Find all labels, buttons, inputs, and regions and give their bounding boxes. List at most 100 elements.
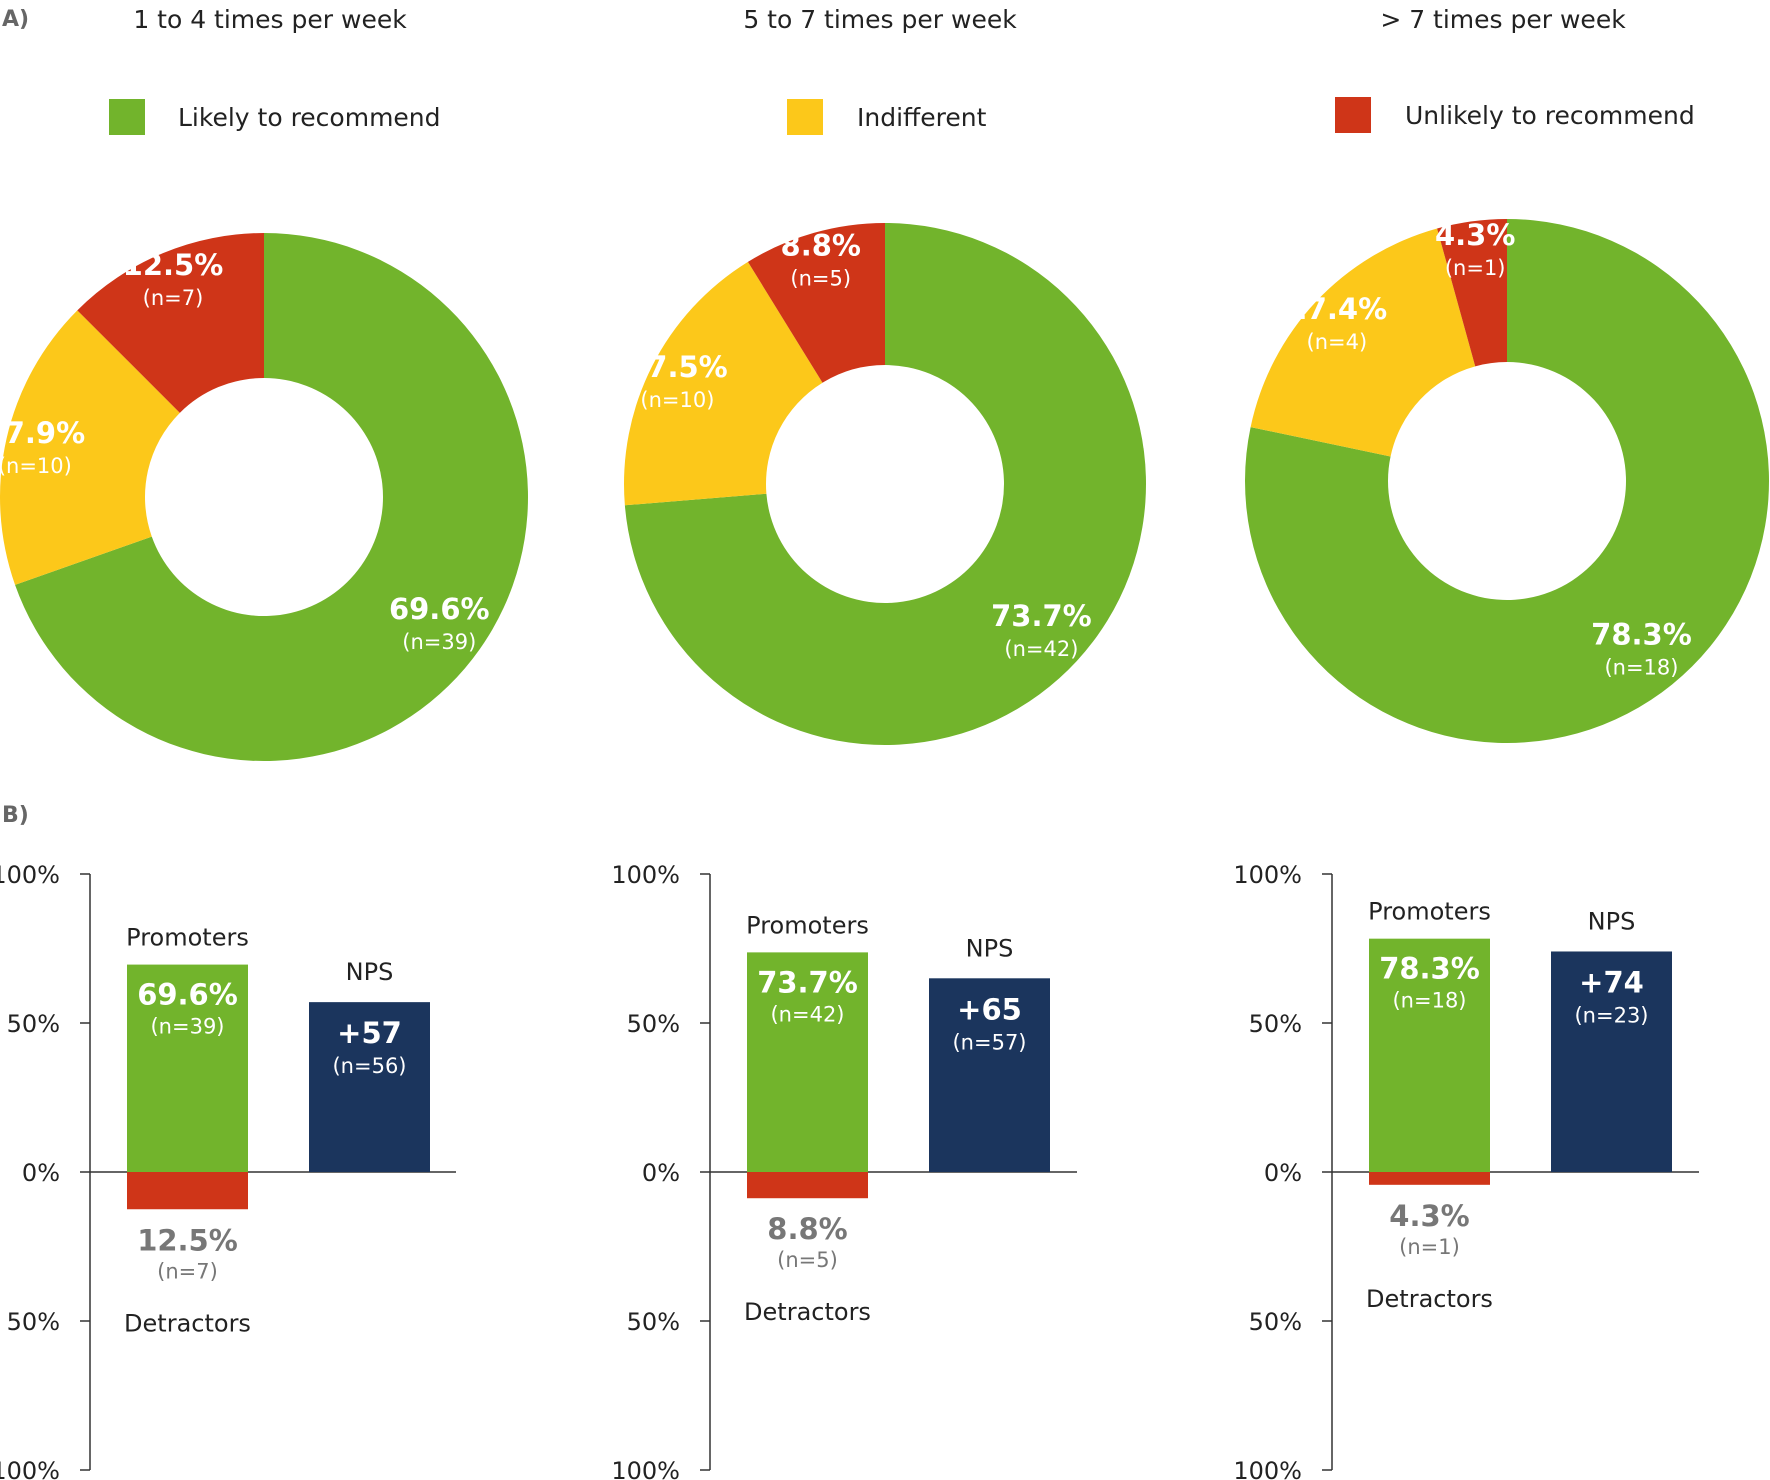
promoters-value-label: 73.7% bbox=[757, 965, 858, 999]
nps-bar bbox=[309, 1002, 430, 1172]
promoters-label: Promoters bbox=[746, 911, 869, 939]
panel-label-a: A) bbox=[2, 7, 29, 32]
nps-label: NPS bbox=[966, 934, 1014, 962]
promoters-n-label: (n=39) bbox=[150, 1015, 224, 1039]
nps-n-label: (n=23) bbox=[1574, 1003, 1648, 1027]
legend-label: Likely to recommend bbox=[178, 103, 441, 132]
donut-slice-likely bbox=[15, 233, 529, 761]
legend-label: Unlikely to recommend bbox=[1405, 101, 1695, 130]
y-tick-label: 100% bbox=[1233, 861, 1302, 889]
donut-n-label: (n=42) bbox=[1004, 637, 1078, 661]
legend-swatch bbox=[109, 99, 145, 135]
y-tick-label: 100% bbox=[0, 1457, 60, 1480]
nps-value-label: +74 bbox=[1579, 965, 1644, 999]
detractors-value-label: 8.8% bbox=[767, 1212, 847, 1246]
donut-n-label: (n=10) bbox=[640, 388, 714, 412]
bar-chart-1: 100% 50% 0% 50% 100% Promoters 69.6% (n=39) 12.5… bbox=[0, 861, 456, 1480]
legend-item-likely: Likely to recommend bbox=[109, 99, 441, 135]
donut-slice-likely bbox=[624, 223, 1146, 746]
detractors-bar bbox=[747, 1172, 868, 1199]
donut-value-label: 73.7% bbox=[991, 599, 1092, 633]
donut-title: 5 to 7 times per week bbox=[743, 5, 1017, 34]
detractors-value-label: 12.5% bbox=[137, 1223, 238, 1257]
legend-item-unlikely: Unlikely to recommend bbox=[1335, 97, 1695, 133]
donut-chart-2: 5 to 7 times per week 73.7% (n=42) 17.5% (n=… bbox=[624, 5, 1146, 746]
bar-chart-3: 100% 50% 0% 50% 100% Promoters 78.3% (n=18) 4.3%… bbox=[1233, 861, 1699, 1480]
donut-title: > 7 times per week bbox=[1380, 5, 1626, 34]
promoters-value-label: 78.3% bbox=[1379, 952, 1480, 986]
donut-slice-indifferent bbox=[624, 261, 823, 506]
y-tick-label: 50% bbox=[1249, 1010, 1302, 1038]
donut-value-label: 17.4% bbox=[1287, 292, 1388, 326]
legend-swatch bbox=[787, 99, 823, 135]
donut-n-label: (n=18) bbox=[1604, 656, 1678, 680]
legend-swatch bbox=[1335, 97, 1371, 133]
panel-label-b: B) bbox=[2, 803, 29, 828]
nps-value-label: +57 bbox=[337, 1016, 402, 1050]
donut-value-label: 12.5% bbox=[123, 248, 224, 282]
detractors-label: Detractors bbox=[124, 1309, 251, 1337]
donut-title: 1 to 4 times per week bbox=[133, 5, 407, 34]
y-tick-label: 50% bbox=[627, 1308, 680, 1336]
nps-n-label: (n=57) bbox=[952, 1030, 1026, 1054]
detractors-n-label: (n=7) bbox=[157, 1259, 218, 1283]
y-tick-label: 0% bbox=[642, 1159, 680, 1187]
detractors-label: Detractors bbox=[744, 1298, 871, 1326]
donut-n-label: (n=39) bbox=[402, 630, 476, 654]
promoters-value-label: 69.6% bbox=[137, 978, 238, 1012]
donut-slice-likely bbox=[1245, 219, 1769, 743]
donut-slice-unlikely bbox=[1437, 219, 1507, 367]
bar-charts: 100% 50% 0% 50% 100% Promoters 69.6% (n=39) 12.5… bbox=[0, 861, 1699, 1480]
legend: Likely to recommend Indifferent Unlikely t… bbox=[109, 97, 1695, 135]
y-tick-label: 50% bbox=[7, 1010, 60, 1038]
donut-slice-indifferent bbox=[0, 310, 180, 585]
y-tick-label: 0% bbox=[1264, 1159, 1302, 1187]
y-tick-label: 100% bbox=[0, 861, 60, 889]
y-tick-label: 100% bbox=[611, 861, 680, 889]
nps-bar bbox=[929, 978, 1050, 1172]
donut-n-label: (n=10) bbox=[0, 454, 72, 478]
donut-n-label: (n=7) bbox=[143, 286, 204, 310]
nps-n-label: (n=56) bbox=[332, 1054, 406, 1078]
donut-slice-unlikely bbox=[77, 233, 264, 413]
promoters-bar bbox=[1369, 938, 1490, 1172]
donut-value-label: 8.8% bbox=[781, 229, 861, 263]
y-tick-label: 0% bbox=[22, 1159, 60, 1187]
donut-chart-3: > 7 times per week 78.3% (n=18) 17.4% (n=4) 4… bbox=[1245, 5, 1769, 743]
detractors-bar bbox=[1369, 1172, 1490, 1185]
donut-n-label: (n=5) bbox=[790, 267, 851, 291]
nps-label: NPS bbox=[346, 958, 394, 986]
y-tick-label: 50% bbox=[1249, 1308, 1302, 1336]
donut-value-label: 17.9% bbox=[0, 416, 85, 450]
donut-value-label: 69.6% bbox=[389, 592, 490, 626]
promoters-bar bbox=[127, 964, 248, 1172]
legend-item-indifferent: Indifferent bbox=[787, 99, 987, 135]
donut-n-label: (n=1) bbox=[1445, 256, 1506, 280]
promoters-n-label: (n=42) bbox=[770, 1002, 844, 1026]
detractors-bar bbox=[127, 1172, 248, 1210]
donut-chart-1: 1 to 4 times per week 69.6% (n=39) 17.9% (n=… bbox=[0, 5, 529, 761]
detractors-value-label: 4.3% bbox=[1389, 1199, 1469, 1233]
detractors-n-label: (n=1) bbox=[1399, 1235, 1460, 1259]
donut-slice-indifferent bbox=[1250, 228, 1476, 457]
donut-charts: 1 to 4 times per week 69.6% (n=39) 17.9% (n=… bbox=[0, 5, 1769, 761]
y-tick-label: 100% bbox=[1233, 1457, 1302, 1480]
donut-value-label: 4.3% bbox=[1435, 218, 1515, 252]
donut-slice-unlikely bbox=[747, 223, 885, 383]
detractors-label: Detractors bbox=[1366, 1285, 1493, 1313]
promoters-label: Promoters bbox=[126, 924, 249, 952]
promoters-label: Promoters bbox=[1368, 898, 1491, 926]
detractors-n-label: (n=5) bbox=[777, 1248, 838, 1272]
donut-value-label: 78.3% bbox=[1591, 618, 1692, 652]
promoters-n-label: (n=18) bbox=[1392, 989, 1466, 1013]
nps-bar bbox=[1551, 951, 1672, 1172]
bar-chart-2: 100% 50% 0% 50% 100% Promoters 73.7% (n=42) 8.8%… bbox=[611, 861, 1077, 1480]
nps-label: NPS bbox=[1588, 907, 1636, 935]
donut-n-label: (n=4) bbox=[1307, 330, 1368, 354]
promoters-bar bbox=[747, 952, 868, 1172]
y-tick-label: 100% bbox=[611, 1457, 680, 1480]
nps-value-label: +65 bbox=[957, 992, 1022, 1026]
y-tick-label: 50% bbox=[7, 1308, 60, 1336]
donut-value-label: 17.5% bbox=[627, 350, 728, 384]
